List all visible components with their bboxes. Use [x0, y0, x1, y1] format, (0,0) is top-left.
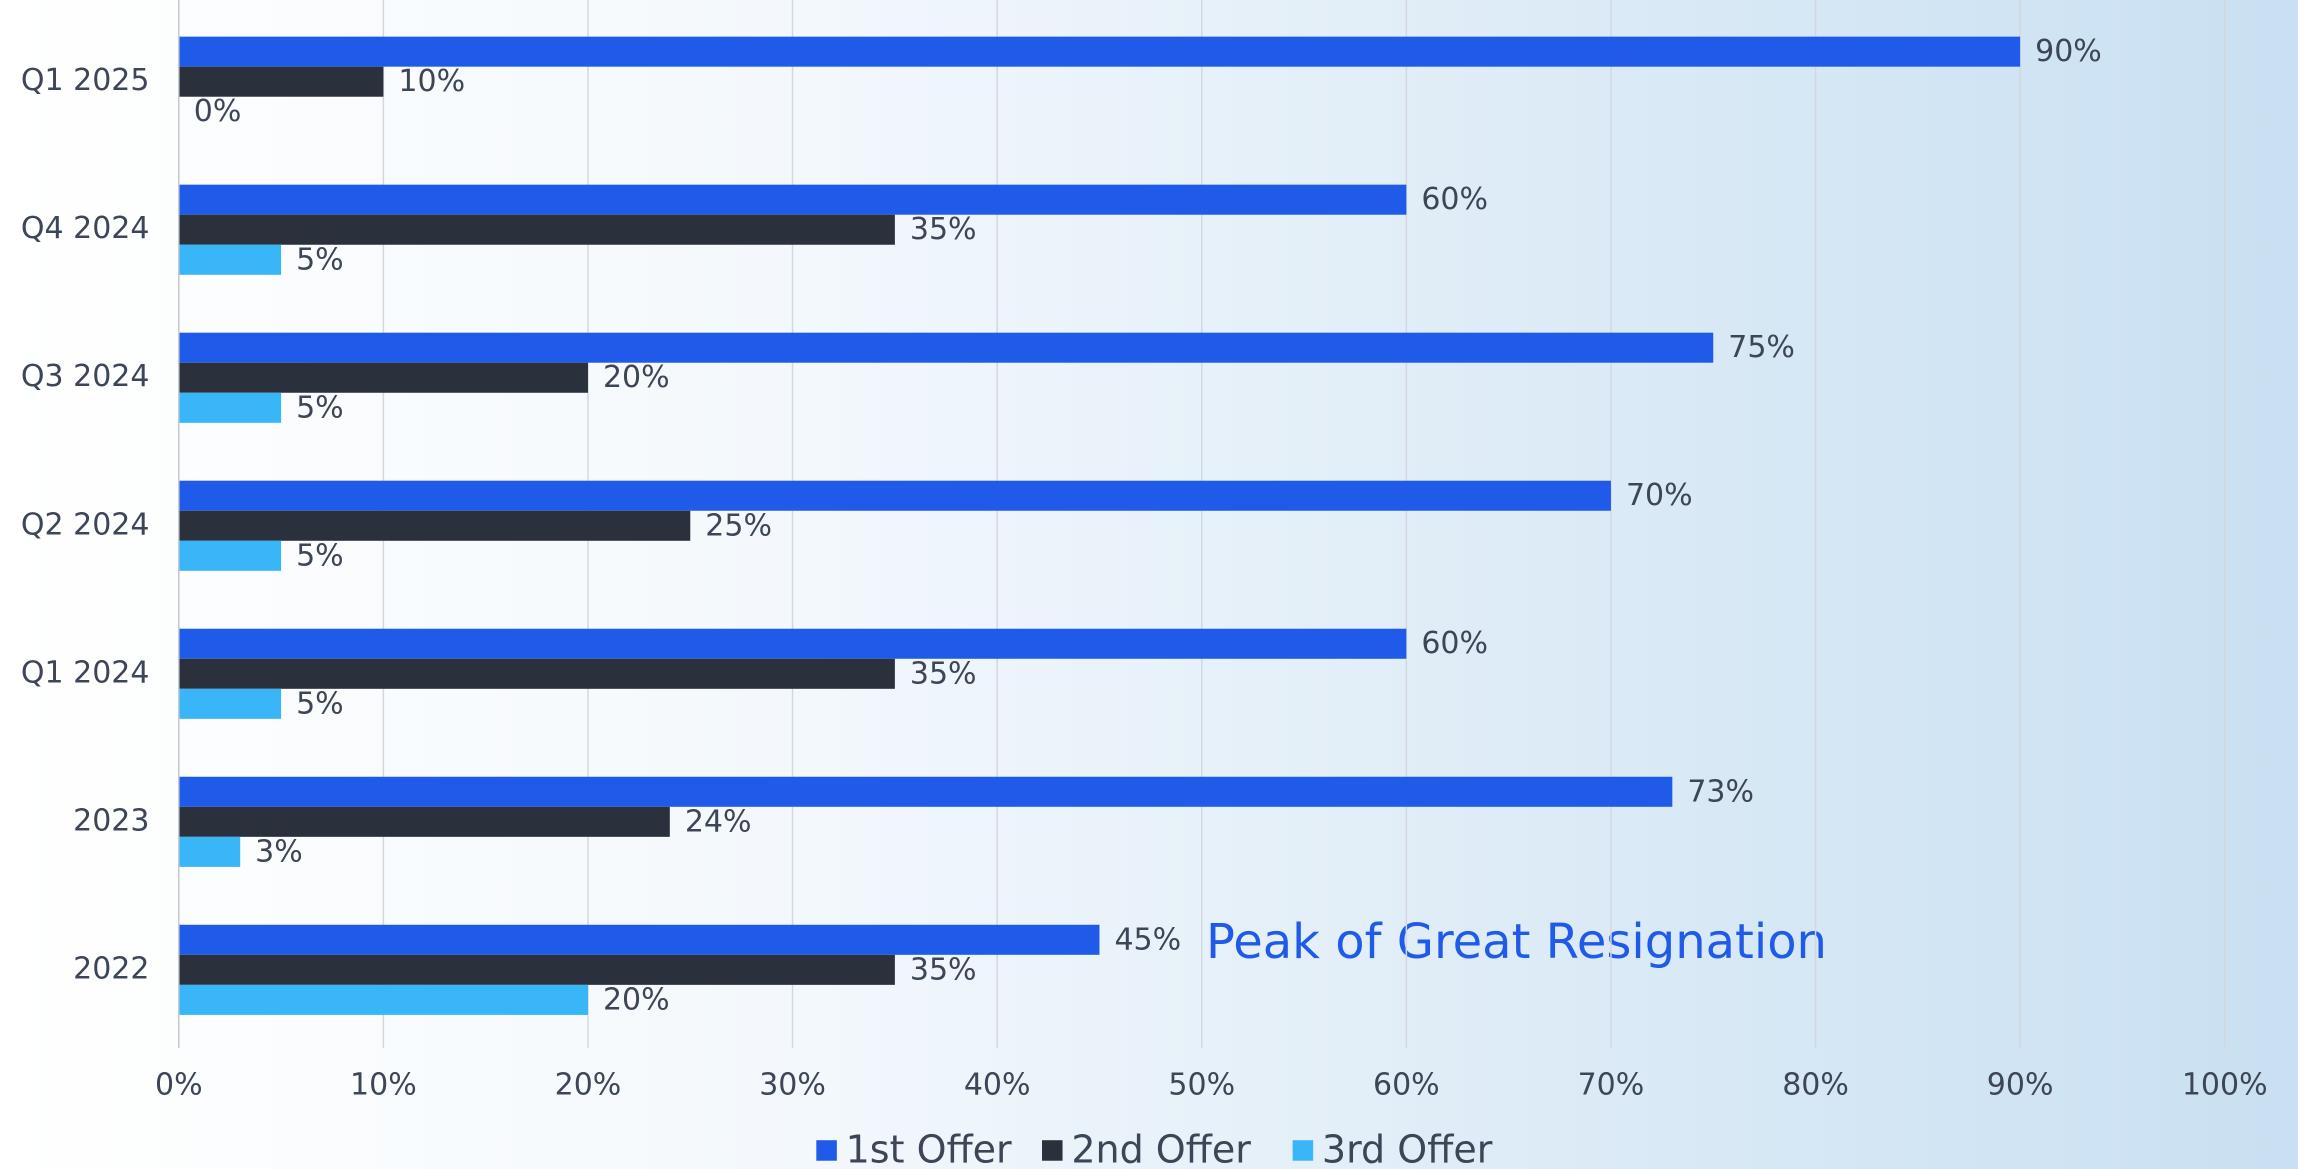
bar [178, 836, 241, 867]
x-tick-label: 30% [759, 1067, 826, 1102]
value-label: 45% [1114, 922, 1181, 957]
y-tick-label: 2022 [73, 951, 149, 986]
bar [178, 392, 282, 423]
value-label: 60% [1421, 626, 1488, 661]
bar [178, 66, 384, 97]
value-label: 5% [296, 538, 344, 573]
legend-label: 2nd Offer [1071, 1127, 1251, 1169]
bar [178, 984, 588, 1015]
value-label: 20% [603, 982, 670, 1017]
bar [178, 214, 895, 245]
x-tick-label: 20% [555, 1067, 622, 1102]
value-label: 75% [1728, 330, 1795, 365]
x-tick-label: 90% [1987, 1067, 2054, 1102]
value-label: 25% [705, 508, 772, 543]
value-label: 73% [1687, 774, 1754, 809]
x-tick-label: 10% [350, 1067, 417, 1102]
y-tick-label: Q4 2024 [21, 211, 150, 246]
bar [178, 184, 1407, 215]
x-tick-label: 70% [1578, 1067, 1645, 1102]
legend-label: 3rd Offer [1322, 1127, 1493, 1169]
value-label: 24% [685, 804, 752, 839]
value-label: 0% [194, 94, 242, 129]
legend-swatch [816, 1140, 837, 1161]
x-tick-label: 80% [1782, 1067, 1849, 1102]
bar [178, 628, 1407, 659]
y-tick-label: Q1 2024 [21, 655, 150, 690]
bar [178, 776, 1673, 807]
bar [178, 954, 895, 985]
legend-swatch [1042, 1140, 1063, 1161]
legend-swatch [1292, 1140, 1314, 1161]
value-label: 10% [398, 64, 465, 99]
bar [178, 806, 670, 837]
annotation: Peak of Great Resignation [1206, 914, 1827, 970]
value-label: 60% [1421, 182, 1488, 217]
value-label: 70% [1626, 478, 1693, 513]
value-label: 5% [296, 242, 344, 277]
value-label: 35% [910, 656, 977, 691]
x-tick-label: 0% [155, 1067, 203, 1102]
bar [178, 244, 282, 275]
value-label: 35% [910, 952, 977, 987]
value-label: 35% [910, 212, 977, 247]
value-label: 90% [2035, 34, 2102, 69]
y-tick-label: Q1 2025 [21, 63, 150, 98]
bar [178, 480, 1611, 511]
bar [178, 688, 282, 719]
x-tick-label: 40% [964, 1067, 1031, 1102]
x-tick-label: 60% [1373, 1067, 1440, 1102]
bar [178, 510, 691, 541]
value-label: 5% [296, 390, 344, 425]
bar [178, 36, 2021, 67]
value-label: 20% [603, 360, 670, 395]
bar [178, 924, 1100, 955]
bar [178, 658, 895, 689]
y-tick-label: 2023 [73, 803, 149, 838]
bar [178, 332, 1714, 363]
value-label: 5% [296, 686, 344, 721]
legend-label: 1st Offer [846, 1127, 1012, 1169]
y-tick-label: Q3 2024 [21, 359, 150, 394]
y-tick-label: Q2 2024 [21, 507, 150, 542]
bar [178, 540, 282, 571]
x-tick-label: 50% [1168, 1067, 1235, 1102]
x-tick-label: 100% [2182, 1067, 2268, 1102]
value-label: 3% [255, 834, 303, 869]
bar [178, 362, 588, 393]
